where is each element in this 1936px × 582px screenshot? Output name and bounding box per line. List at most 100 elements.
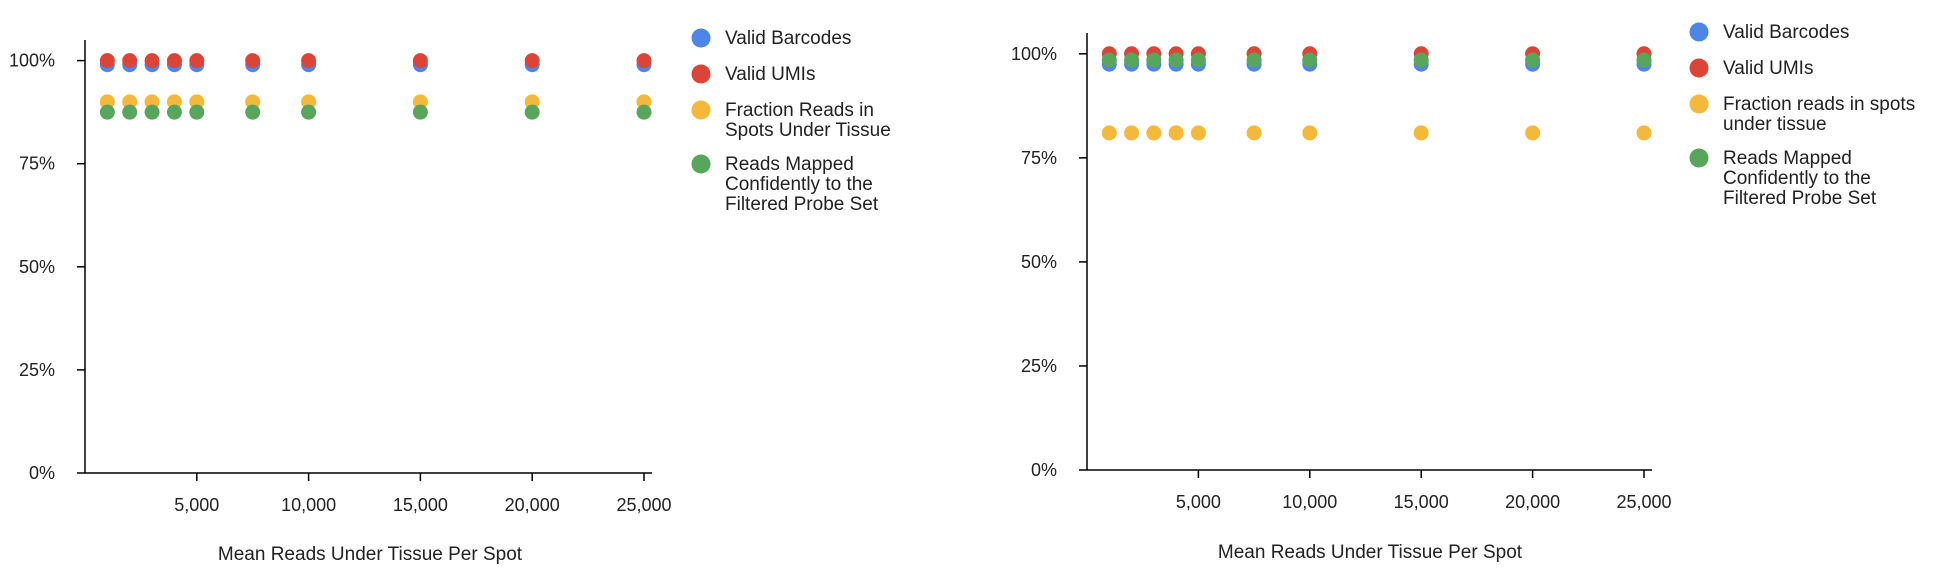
right-x-axis-title: Mean Reads Under Tissue Per Spot [1218,542,1523,563]
right-point-fraction-reads-in-spots-under-tissue [1525,125,1541,141]
right-legend-label: Valid UMIs [1723,58,1813,79]
left-point-valid-umis [301,53,317,69]
left-x-axis-title: Mean Reads Under Tissue Per Spot [218,544,523,565]
left-legend-item-reads-mapped-confidently-to-the-filtered-probe-set: Reads Mapped Confidently to the Filtered P… [691,154,879,215]
left-x-tick-label: 25,000 [616,495,671,515]
left-point-valid-umis [524,53,540,69]
right-point-reads-mapped-confidently-to-the-filtered-probe-set [1636,52,1652,68]
left-point-fraction-reads-in-spots-under-tissue [144,94,160,110]
left-series-fraction-reads-in-spots-under-tissue [99,94,652,110]
left-point-fraction-reads-in-spots-under-tissue [301,94,317,110]
left-point-reads-mapped-confidently-to-the-filtered-probe-set [144,104,160,120]
right-legend-item-reads-mapped-confidently-to-the-filtered-probe-set: Reads Mapped Confidently to the Filtered P… [1689,148,1877,209]
left-y-tick-label: 50% [19,257,55,277]
right-y-tick-label: 75% [1021,148,1057,168]
left-point-reads-mapped-confidently-to-the-filtered-probe-set [99,104,115,120]
right-legend-marker [1689,22,1709,42]
right-point-reads-mapped-confidently-to-the-filtered-probe-set [1302,52,1318,68]
right-x-tick-label: 20,000 [1505,492,1560,512]
left-y-tick-label: 0% [29,463,55,483]
left-point-reads-mapped-confidently-to-the-filtered-probe-set [166,104,182,120]
right-legend-marker [1689,94,1709,114]
chart-panel-left: 0% 25% 50% 75% 100% 5,000 10,000 15,000 20,000 25… [9,28,891,565]
right-legend-label: Fraction reads in spots under tissue [1723,94,1915,135]
left-legend-label: Valid Barcodes [725,28,851,49]
right-point-reads-mapped-confidently-to-the-filtered-probe-set [1168,52,1184,68]
right-point-reads-mapped-confidently-to-the-filtered-probe-set [1101,52,1117,68]
right-point-reads-mapped-confidently-to-the-filtered-probe-set [1124,52,1140,68]
left-point-valid-umis [99,53,115,69]
left-point-fraction-reads-in-spots-under-tissue [412,94,428,110]
right-series-valid-barcodes [1101,56,1652,72]
right-point-reads-mapped-confidently-to-the-filtered-probe-set [1146,52,1162,68]
right-x-tick-label: 15,000 [1394,492,1449,512]
left-point-reads-mapped-confidently-to-the-filtered-probe-set [524,104,540,120]
right-legend-item-fraction-reads-in-spots-under-tissue: Fraction reads in spots under tissue [1689,94,1915,135]
right-legend-marker [1689,148,1709,168]
right-legend-marker [1689,58,1709,78]
left-legend-item-valid-barcodes: Valid Barcodes [691,28,851,49]
left-series-valid-umis [99,53,652,69]
right-legend-item-valid-umis: Valid UMIs [1689,58,1813,79]
left-point-fraction-reads-in-spots-under-tissue [524,94,540,110]
right-point-reads-mapped-confidently-to-the-filtered-probe-set [1525,52,1541,68]
right-point-fraction-reads-in-spots-under-tissue [1190,125,1206,141]
left-point-fraction-reads-in-spots-under-tissue [99,94,115,110]
right-x-tick-label: 5,000 [1176,492,1221,512]
right-legend-label: Reads Mapped Confidently to the Filtered P… [1723,148,1877,209]
left-x-tick-label: 15,000 [393,495,448,515]
left-x-tick-label: 10,000 [281,495,336,515]
right-point-reads-mapped-confidently-to-the-filtered-probe-set [1246,52,1262,68]
scatter-chart-left: 0% 25% 50% 75% 100% 5,000 10,000 15,000 20,000 25… [9,28,891,565]
right-point-fraction-reads-in-spots-under-tissue [1302,125,1318,141]
left-legend-marker [691,64,711,84]
left-point-reads-mapped-confidently-to-the-filtered-probe-set [301,104,317,120]
right-y-tick-label: 25% [1021,356,1057,376]
right-point-fraction-reads-in-spots-under-tissue [1246,125,1262,141]
right-legend-label: Valid Barcodes [1723,22,1849,43]
left-point-valid-umis [412,53,428,69]
left-series-reads-mapped-confidently-to-the-filtered-probe-set [99,104,652,120]
left-point-reads-mapped-confidently-to-the-filtered-probe-set [245,104,261,120]
right-point-reads-mapped-confidently-to-the-filtered-probe-set [1190,52,1206,68]
left-point-valid-umis [166,53,182,69]
left-point-reads-mapped-confidently-to-the-filtered-probe-set [122,104,138,120]
right-series-reads-mapped-confidently-to-the-filtered-probe-set [1101,52,1652,68]
right-y-tick-label: 0% [1031,460,1057,480]
left-legend-marker [691,100,711,120]
left-y-tick-label: 75% [19,154,55,174]
right-series-valid-umis [1101,46,1652,62]
right-x-tick-label: 10,000 [1282,492,1337,512]
right-point-fraction-reads-in-spots-under-tissue [1168,125,1184,141]
left-legend-item-fraction-reads-in-spots-under-tissue: Fraction Reads in Spots Under Tissue [691,100,891,141]
left-legend-item-valid-umis: Valid UMIs [691,64,815,85]
left-legend-label: Reads Mapped Confidently to the Filtered P… [725,154,879,215]
left-legend-marker [691,28,711,48]
left-legend-marker [691,154,711,174]
left-point-valid-umis [122,53,138,69]
left-point-fraction-reads-in-spots-under-tissue [122,94,138,110]
left-point-reads-mapped-confidently-to-the-filtered-probe-set [412,104,428,120]
left-point-fraction-reads-in-spots-under-tissue [636,94,652,110]
right-point-fraction-reads-in-spots-under-tissue [1636,125,1652,141]
right-legend-item-valid-barcodes: Valid Barcodes [1689,22,1849,43]
left-point-valid-umis [245,53,261,69]
right-point-fraction-reads-in-spots-under-tissue [1413,125,1429,141]
left-x-tick-label: 5,000 [174,495,219,515]
left-point-fraction-reads-in-spots-under-tissue [245,94,261,110]
left-x-tick-label: 20,000 [505,495,560,515]
left-y-tick-label: 100% [9,51,55,71]
left-point-reads-mapped-confidently-to-the-filtered-probe-set [636,104,652,120]
right-point-fraction-reads-in-spots-under-tissue [1146,125,1162,141]
right-y-tick-label: 100% [1011,44,1057,64]
left-point-fraction-reads-in-spots-under-tissue [166,94,182,110]
left-point-valid-umis [636,53,652,69]
left-legend-label: Valid UMIs [725,64,815,85]
left-point-fraction-reads-in-spots-under-tissue [189,94,205,110]
left-point-valid-umis [144,53,160,69]
right-series-fraction-reads-in-spots-under-tissue [1101,125,1652,141]
left-legend-label: Fraction Reads in Spots Under Tissue [725,100,891,141]
left-point-valid-umis [189,53,205,69]
